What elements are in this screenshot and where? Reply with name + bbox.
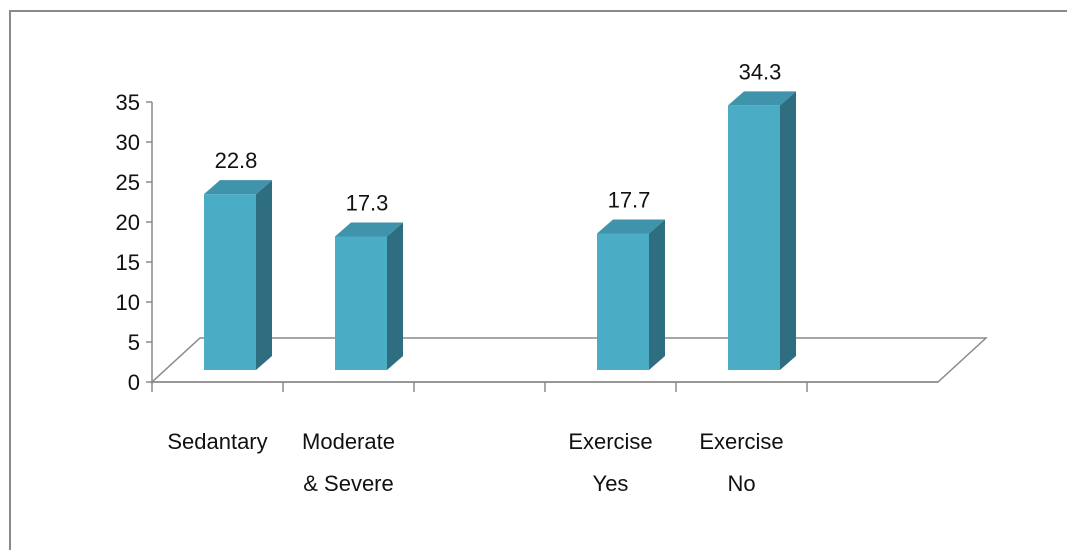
category-label: Moderate: [302, 429, 395, 454]
bar-top: [204, 180, 272, 195]
bar-exercise-no: [728, 91, 796, 371]
category-label: Exercise: [699, 429, 783, 454]
data-label: 17.3: [346, 191, 389, 216]
y-tick-label: 15: [116, 250, 140, 275]
bar-front: [335, 236, 387, 370]
chart-floor: [150, 337, 988, 383]
bar-side: [387, 222, 403, 370]
data-label: 22.8: [215, 148, 258, 173]
y-tick-label: 30: [116, 130, 140, 155]
bar-side: [256, 180, 272, 370]
bar-sedantary: [204, 180, 272, 370]
bar-front: [597, 233, 649, 370]
y-tick-label: 0: [128, 370, 140, 395]
y-tick-label: 10: [116, 290, 140, 315]
y-tick-label: 25: [116, 170, 140, 195]
bar-top: [728, 91, 796, 106]
category-label: & Severe: [303, 471, 394, 496]
category-label: Exercise: [568, 429, 652, 454]
bar-side: [649, 219, 665, 370]
bar-moderate-severe: [335, 222, 403, 370]
bar-top: [335, 222, 403, 237]
category-label: Yes: [593, 471, 629, 496]
bar-side: [780, 91, 796, 371]
data-label: 34.3: [739, 59, 782, 84]
y-tick-label: 20: [116, 210, 140, 235]
chart-frame: [9, 10, 1067, 550]
bar-top: [597, 219, 665, 234]
data-label: 17.7: [608, 187, 651, 212]
bar-front: [728, 105, 780, 371]
y-tick-label: 5: [128, 330, 140, 355]
bar-front: [204, 194, 256, 370]
bar-exercise-yes: [597, 219, 665, 370]
y-tick-label: 35: [116, 90, 140, 115]
category-label: Sedantary: [167, 429, 267, 454]
category-label: No: [727, 471, 755, 496]
